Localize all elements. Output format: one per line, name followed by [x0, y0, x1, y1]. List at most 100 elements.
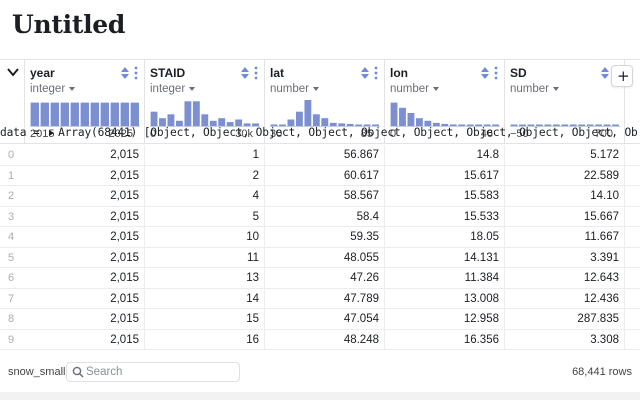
- histogram-bar[interactable]: [390, 102, 398, 126]
- sort-icon[interactable]: [361, 67, 369, 79]
- column-header-sd[interactable]: SD number −50 700: [505, 60, 625, 144]
- histogram-bar[interactable]: [30, 102, 39, 126]
- more-vertical-icon[interactable]: [374, 66, 378, 80]
- column-histogram[interactable]: [390, 100, 500, 127]
- histogram-bar[interactable]: [424, 120, 432, 126]
- table-row[interactable]: 7 2,015 14 47.789 13.008 12.436: [0, 288, 640, 309]
- histogram-bar[interactable]: [60, 102, 69, 126]
- more-vertical-icon[interactable]: [254, 66, 258, 80]
- column-type-select[interactable]: number: [510, 83, 559, 95]
- histogram-bar[interactable]: [150, 111, 158, 126]
- histogram-bar[interactable]: [304, 100, 312, 126]
- column-header-lon[interactable]: lon number 0 46: [385, 60, 505, 144]
- histogram-bar[interactable]: [510, 124, 518, 127]
- histogram-bar[interactable]: [279, 124, 286, 127]
- more-vertical-icon[interactable]: [134, 66, 138, 80]
- histogram-bar[interactable]: [130, 102, 139, 126]
- table-row[interactable]: 6 2,015 13 47.26 11.384 12.643: [0, 268, 640, 289]
- histogram-bar[interactable]: [595, 124, 603, 127]
- histogram-bar[interactable]: [569, 124, 577, 127]
- column-type-select[interactable]: integer: [30, 83, 76, 95]
- histogram-bar[interactable]: [603, 124, 611, 127]
- histogram-bar[interactable]: [218, 118, 226, 126]
- histogram-bar[interactable]: [70, 102, 79, 126]
- column-histogram[interactable]: [270, 100, 380, 127]
- histogram-bar[interactable]: [287, 119, 295, 127]
- histogram-bar[interactable]: [586, 124, 594, 127]
- histogram-bar[interactable]: [167, 114, 175, 126]
- histogram-bar[interactable]: [449, 124, 457, 126]
- histogram-bar[interactable]: [184, 101, 192, 126]
- histogram-bar[interactable]: [492, 124, 499, 127]
- table-row[interactable]: 0 2,015 1 56.867 14.8 5.172: [0, 145, 640, 166]
- histogram-bar[interactable]: [100, 102, 109, 126]
- collapse-toggle[interactable]: [0, 60, 25, 144]
- histogram-bar[interactable]: [226, 122, 234, 126]
- histogram-bar[interactable]: [80, 102, 89, 126]
- sort-icon[interactable]: [481, 67, 489, 79]
- histogram-bar[interactable]: [432, 122, 440, 126]
- column-histogram[interactable]: [30, 100, 140, 127]
- table-row[interactable]: 3 2,015 5 58.4 15.533 15.667: [0, 206, 640, 227]
- histogram-bar[interactable]: [407, 113, 415, 126]
- histogram-bar[interactable]: [458, 124, 466, 127]
- histogram-bar[interactable]: [441, 123, 449, 126]
- histogram-bar[interactable]: [612, 124, 619, 127]
- histogram-bar[interactable]: [466, 124, 474, 127]
- table-row[interactable]: 8 2,015 15 47.054 12.958 287.835: [0, 309, 640, 330]
- histogram-bar[interactable]: [355, 124, 363, 127]
- sort-icon[interactable]: [241, 67, 249, 79]
- column-histogram[interactable]: [510, 100, 620, 127]
- column-histogram[interactable]: [150, 100, 260, 127]
- histogram-bar[interactable]: [578, 124, 586, 127]
- sort-icon[interactable]: [601, 67, 609, 79]
- table-row[interactable]: 2 2,015 4 58.567 15.583 14.10: [0, 186, 640, 207]
- histogram-bar[interactable]: [552, 124, 560, 127]
- histogram-bar[interactable]: [321, 118, 329, 126]
- histogram-bar[interactable]: [40, 102, 49, 126]
- histogram-bar[interactable]: [415, 118, 423, 126]
- histogram-bar[interactable]: [475, 124, 483, 127]
- column-header-staid[interactable]: STAID integer 0 30k: [145, 60, 265, 144]
- more-vertical-icon[interactable]: [494, 66, 498, 80]
- histogram-bar[interactable]: [561, 124, 569, 127]
- column-header-year[interactable]: year integer 2015 2025: [25, 60, 145, 144]
- column-type-select[interactable]: integer: [150, 83, 196, 95]
- table-row[interactable]: 9 2,015 16 48.248 16.356 3.308: [0, 329, 640, 350]
- histogram-bar[interactable]: [120, 102, 129, 126]
- histogram-bar[interactable]: [338, 123, 346, 126]
- histogram-bar[interactable]: [159, 118, 166, 126]
- add-column-button[interactable]: +: [611, 65, 633, 87]
- histogram-bar[interactable]: [346, 123, 354, 126]
- sort-icon[interactable]: [121, 67, 129, 79]
- histogram-bar[interactable]: [175, 120, 183, 126]
- triangle-right-icon[interactable]: [49, 129, 55, 136]
- column-type-select[interactable]: number: [270, 83, 319, 95]
- histogram-bar[interactable]: [483, 124, 491, 127]
- search-input[interactable]: Search: [66, 362, 240, 382]
- histogram-bar[interactable]: [363, 124, 371, 127]
- histogram-bar[interactable]: [535, 124, 543, 127]
- histogram-bar[interactable]: [544, 124, 552, 127]
- histogram-bar[interactable]: [235, 119, 243, 127]
- table-row[interactable]: 5 2,015 11 48.055 14.131 3.391: [0, 247, 640, 268]
- histogram-bar[interactable]: [270, 124, 278, 127]
- histogram-bar[interactable]: [295, 111, 303, 126]
- column-type-select[interactable]: number: [390, 83, 439, 95]
- histogram-bar[interactable]: [399, 107, 406, 126]
- histogram-bar[interactable]: [110, 102, 119, 126]
- histogram-bar[interactable]: [50, 102, 59, 126]
- histogram-bar[interactable]: [90, 102, 99, 126]
- table-row[interactable]: 1 2,015 2 60.617 15.617 22.589: [0, 165, 640, 186]
- table-row[interactable]: 4 2,015 10 59.35 18.05 11.667: [0, 227, 640, 248]
- data-inspector[interactable]: data = Array(68441) [Object, Object, Obj…: [0, 124, 638, 142]
- histogram-bar[interactable]: [527, 124, 535, 127]
- histogram-bar[interactable]: [519, 124, 526, 127]
- histogram-bar[interactable]: [312, 114, 320, 126]
- histogram-bar[interactable]: [252, 123, 259, 126]
- histogram-bar[interactable]: [192, 101, 200, 126]
- histogram-bar[interactable]: [201, 114, 209, 126]
- column-header-lat[interactable]: lat number 30 85: [265, 60, 385, 144]
- histogram-bar[interactable]: [209, 120, 217, 126]
- histogram-bar[interactable]: [243, 123, 251, 126]
